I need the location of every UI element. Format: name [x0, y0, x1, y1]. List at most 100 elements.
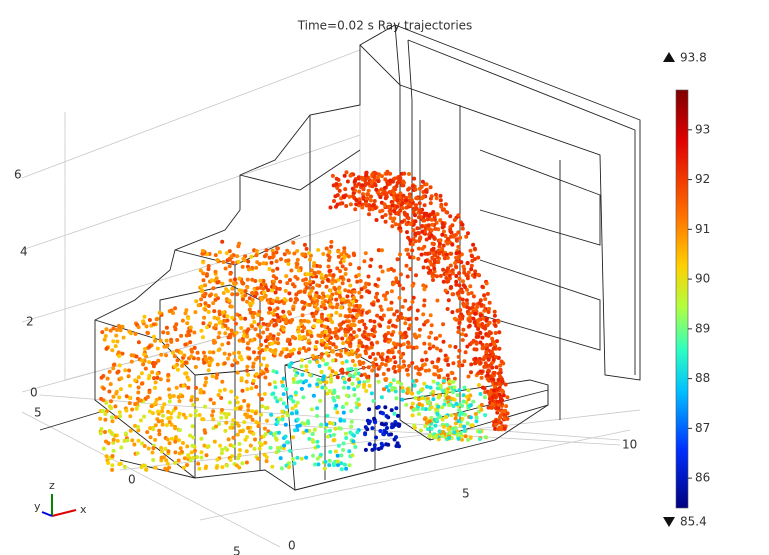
ray-point — [138, 418, 143, 423]
ray-point — [444, 252, 449, 257]
ray-point — [354, 303, 359, 308]
ray-point — [307, 383, 312, 388]
ray-point — [400, 206, 405, 211]
ray-point — [265, 363, 269, 368]
ray-point — [153, 361, 158, 366]
ray-point — [230, 286, 235, 291]
ray-point — [414, 365, 419, 370]
ray-point — [194, 385, 198, 390]
ray-point — [487, 363, 492, 368]
ray-point — [231, 418, 236, 423]
ray-point — [196, 303, 201, 308]
ray-point — [438, 218, 443, 223]
ray-point — [204, 464, 209, 469]
ray-point — [333, 426, 338, 431]
ray-point — [202, 383, 207, 388]
ray-point — [150, 411, 155, 416]
ray-point — [206, 267, 211, 272]
ray-point — [291, 335, 296, 340]
ray-point — [462, 428, 467, 433]
ray-point — [420, 396, 425, 401]
ray-point — [340, 360, 345, 365]
ray-point — [304, 348, 308, 353]
ray-point — [346, 385, 351, 390]
ray-point — [375, 340, 380, 345]
ray-point — [348, 326, 353, 331]
ray-point — [337, 188, 342, 193]
ray-point — [179, 350, 184, 355]
ray-point — [180, 394, 185, 399]
ray-point — [343, 333, 348, 338]
ray-point — [379, 445, 384, 450]
ray-point — [392, 411, 397, 416]
ray-point — [168, 395, 173, 400]
ray-point — [334, 176, 339, 181]
ray-point — [202, 292, 207, 297]
ray-point — [200, 417, 205, 422]
ray-point — [199, 328, 204, 333]
ray-point — [479, 302, 484, 307]
ray-point — [341, 320, 346, 325]
ray-point — [207, 350, 212, 355]
ray-point — [299, 364, 304, 369]
ray-point — [421, 312, 426, 317]
ray-point — [147, 360, 152, 365]
ray-point — [165, 437, 170, 442]
ray-point — [385, 169, 390, 174]
ray-point — [387, 204, 392, 209]
ray-point — [444, 276, 449, 280]
ray-point — [142, 358, 147, 363]
ray-point — [423, 320, 428, 325]
ray-point — [393, 222, 398, 227]
ray-point — [431, 278, 435, 282]
ray-point — [323, 362, 328, 367]
ray-point — [206, 368, 211, 373]
ray-point — [349, 322, 354, 327]
ray-point — [403, 212, 408, 217]
ray-point — [370, 204, 375, 209]
ray-point — [324, 343, 329, 347]
ray-point — [407, 364, 412, 368]
ray-point — [236, 350, 241, 355]
ray-point — [384, 442, 389, 447]
ray-point — [363, 447, 368, 452]
ray-point — [101, 446, 106, 451]
ray-point — [395, 318, 400, 322]
ray-point — [340, 405, 345, 409]
ray-point — [314, 274, 319, 279]
ray-point — [129, 359, 134, 364]
ray-point — [177, 451, 182, 456]
ray-point — [263, 432, 268, 437]
ray-point — [378, 195, 383, 200]
ray-point — [173, 306, 178, 311]
ray-point — [389, 289, 394, 294]
ray-point — [250, 338, 255, 343]
ray-point — [290, 406, 295, 411]
ray-point — [164, 344, 169, 349]
ray-point — [376, 248, 381, 253]
ray-point — [363, 425, 368, 430]
ray-point — [450, 310, 455, 315]
ray-point — [136, 390, 141, 395]
ray-point — [173, 450, 178, 455]
ray-point — [456, 419, 461, 424]
ray-point — [397, 349, 402, 354]
ray-point — [327, 458, 332, 463]
ray-point — [345, 314, 350, 319]
ray-point — [244, 379, 249, 384]
ray-point — [164, 338, 169, 343]
ray-point — [335, 453, 340, 458]
ray-point — [264, 367, 269, 372]
ray-point — [430, 241, 435, 246]
ray-point — [304, 379, 308, 383]
ray-point — [368, 355, 373, 360]
ray-point — [263, 375, 268, 380]
ray-point — [449, 251, 454, 256]
colorbar-tick-label: 93 — [695, 122, 710, 136]
ray-point — [427, 434, 432, 439]
ray-point — [415, 226, 420, 231]
ray-point — [407, 172, 411, 176]
ray-point — [335, 266, 340, 271]
ray-point — [427, 368, 431, 373]
ray-point — [411, 295, 416, 300]
